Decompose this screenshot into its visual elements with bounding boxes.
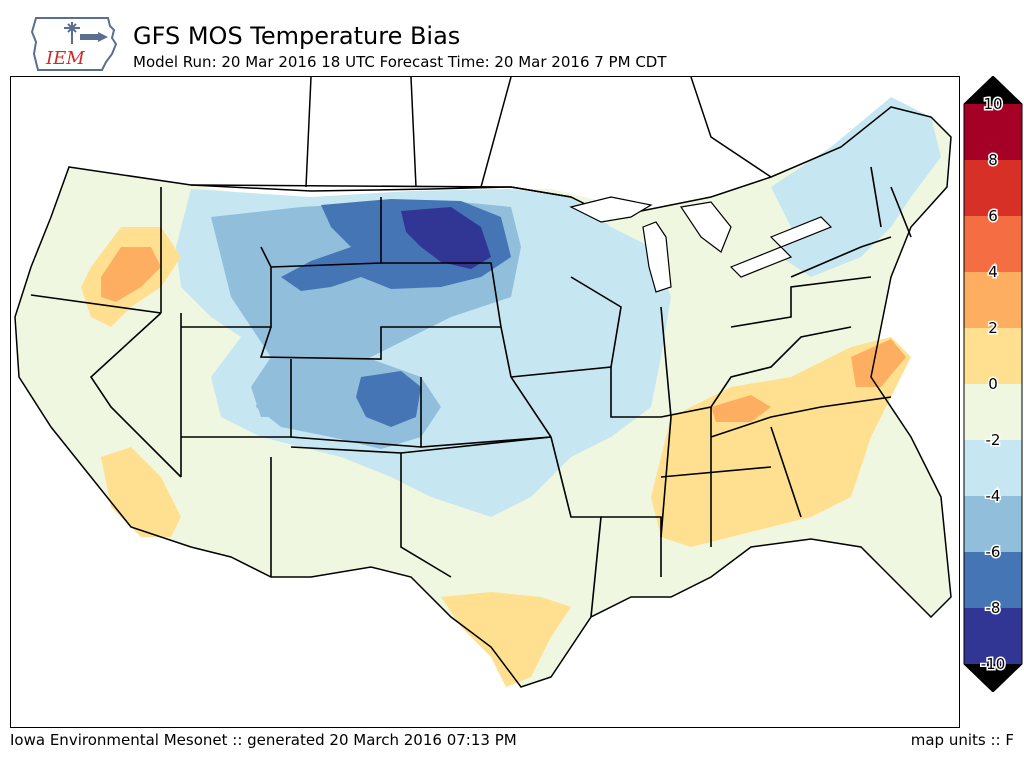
colorbar-label: 8: [988, 151, 998, 169]
logo-text: IEM: [45, 48, 85, 69]
bias-region-orange-southeast: [711, 339, 906, 422]
colorbar-segment: [964, 216, 1022, 272]
colorbar-label: -6: [986, 543, 1001, 561]
bias-map: [14, 77, 952, 727]
colorbar-segment: [964, 160, 1022, 216]
colorbar-label: 0: [988, 375, 998, 393]
colorbar-segment: [964, 608, 1022, 664]
bias-region-orange-oregon: [101, 247, 161, 302]
canada-border: [190, 77, 772, 198]
colorbar-segment: [964, 104, 1022, 160]
colorbar-label: -10: [981, 655, 1006, 673]
colorbar-max-arrow: [964, 76, 1022, 104]
mexico-area: [91, 527, 491, 727]
footer-credit: Iowa Environmental Mesonet :: generated …: [10, 731, 517, 749]
colorbar-label: 4: [988, 263, 998, 281]
colorbar-segment: [964, 496, 1022, 552]
colorbar-label: 2: [988, 319, 998, 337]
colorbar-label: -4: [986, 487, 1001, 505]
bias-region-warm-texas: [441, 592, 571, 687]
map-title: GFS MOS Temperature Bias: [133, 22, 461, 50]
colorbar-label: 6: [988, 207, 998, 225]
colorbar-segment: [964, 552, 1022, 608]
colorbar-min-arrow: [964, 664, 1022, 692]
weather-vane-icon: [64, 22, 80, 44]
bias-region-darkest-blue-core: [401, 207, 491, 269]
colorbar-segment: [964, 328, 1022, 384]
footer-units: map units :: F: [910, 731, 1014, 749]
bias-region-warm-southeast: [651, 337, 911, 547]
map-frame: [10, 76, 960, 728]
colorbar-label: -2: [986, 431, 1001, 449]
colorbar-segment: [964, 440, 1022, 496]
colorbar-label: -8: [986, 599, 1001, 617]
colorbar-label: 10: [983, 95, 1002, 113]
colorbar: 10 8 6 4 2 0 -2 -4 -6 -8 -10: [963, 76, 1023, 692]
colorbar-segment: [964, 384, 1022, 440]
conus-outline: [14, 106, 952, 688]
great-lakes: [569, 196, 833, 293]
colorbar-segment: [964, 272, 1022, 328]
bias-region-dark-blue-kansas: [356, 371, 421, 427]
iem-logo: IEM: [30, 17, 118, 71]
map-subtitle: Model Run: 20 Mar 2016 18 UTC Forecast T…: [133, 53, 667, 71]
state-borders: [30, 166, 912, 618]
